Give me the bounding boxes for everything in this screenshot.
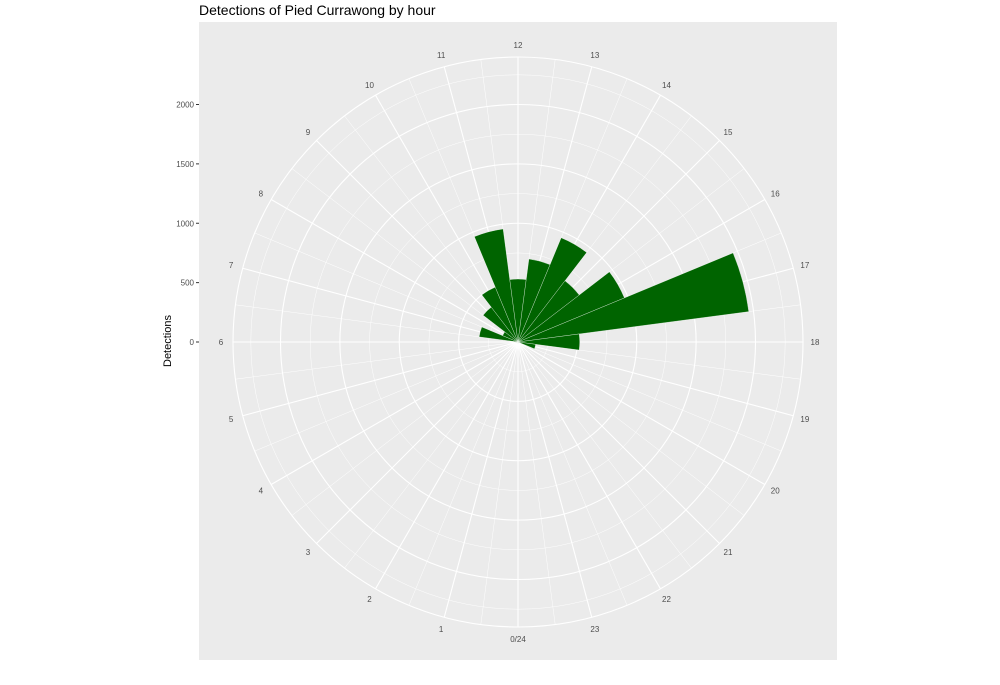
y-tick-label: 500 xyxy=(181,279,195,288)
hour-label: 22 xyxy=(662,595,671,604)
minor-grid-spoke xyxy=(291,168,519,343)
hour-label: 15 xyxy=(724,128,733,137)
y-tick-label: 0 xyxy=(190,338,195,347)
minor-grid-spoke xyxy=(517,341,782,452)
major-grid-spoke xyxy=(242,341,519,417)
major-grid-spoke xyxy=(316,140,519,343)
major-grid-spoke xyxy=(316,341,519,544)
hour-label: 19 xyxy=(800,415,809,424)
polar-grid xyxy=(232,56,804,628)
hour-label: 16 xyxy=(771,190,780,199)
minor-grid-spoke xyxy=(517,341,692,569)
major-grid-spoke xyxy=(270,341,519,485)
minor-grid-spoke xyxy=(517,341,745,516)
hour-label: 20 xyxy=(771,487,780,496)
major-grid-spoke xyxy=(517,341,766,485)
hour-label: 1 xyxy=(439,625,444,634)
hour-label: 10 xyxy=(365,81,374,90)
y-tick-label: 1000 xyxy=(176,219,194,228)
minor-grid-spoke xyxy=(254,232,519,343)
major-grid-spoke xyxy=(517,341,661,590)
hour-label: 13 xyxy=(590,51,599,60)
minor-grid-spoke xyxy=(235,341,519,380)
minor-grid-spoke xyxy=(291,341,519,516)
minor-grid-spoke xyxy=(480,341,519,625)
hour-label: 8 xyxy=(259,190,264,199)
hour-label: 0/24 xyxy=(510,635,526,644)
bar-hour-11 xyxy=(474,228,519,343)
major-grid-spoke xyxy=(443,341,519,618)
hour-label: 14 xyxy=(662,81,671,90)
hour-label: 4 xyxy=(259,487,264,496)
hour-label: 18 xyxy=(811,338,820,347)
hour-label: 9 xyxy=(306,128,311,137)
hour-label: 5 xyxy=(229,415,234,424)
major-grid-spoke xyxy=(517,341,593,618)
y-tick-label: 2000 xyxy=(176,101,194,110)
hour-label: 23 xyxy=(590,625,599,634)
y-axis-label: Detections xyxy=(162,315,174,367)
minor-grid-spoke xyxy=(235,304,519,343)
hour-labels: 0/24123456789101112131415161718192021222… xyxy=(219,41,820,644)
major-grid-spoke xyxy=(517,341,794,417)
major-grid-spoke xyxy=(242,267,519,343)
hour-label: 6 xyxy=(219,338,224,347)
bar-hour-17 xyxy=(517,252,749,343)
y-tick-label: 1500 xyxy=(176,160,194,169)
y-axis: 0 500 1000 1500 2000 xyxy=(176,101,199,347)
hour-label: 2 xyxy=(367,595,372,604)
bars xyxy=(474,228,749,351)
minor-grid-spoke xyxy=(517,341,556,625)
hour-label: 7 xyxy=(229,261,234,270)
bar-hour-19 xyxy=(517,341,536,350)
minor-grid-spoke xyxy=(344,341,519,569)
major-grid-spoke xyxy=(375,341,519,590)
hour-label: 21 xyxy=(724,548,733,557)
major-grid-spoke xyxy=(270,199,519,343)
hour-label: 11 xyxy=(437,51,446,60)
minor-grid-spoke xyxy=(254,341,519,452)
chart-title: Detections of Pied Currawong by hour xyxy=(199,2,436,18)
hour-label: 3 xyxy=(306,548,311,557)
bar-hour-7 xyxy=(478,326,519,343)
minor-grid-spoke xyxy=(408,341,519,606)
hour-label: 17 xyxy=(800,261,809,270)
bar-hour-14 xyxy=(517,237,587,343)
minor-grid-spoke xyxy=(517,341,628,606)
bar-hour-18 xyxy=(517,333,580,351)
major-grid-spoke xyxy=(517,341,720,544)
hour-label: 12 xyxy=(514,41,523,50)
